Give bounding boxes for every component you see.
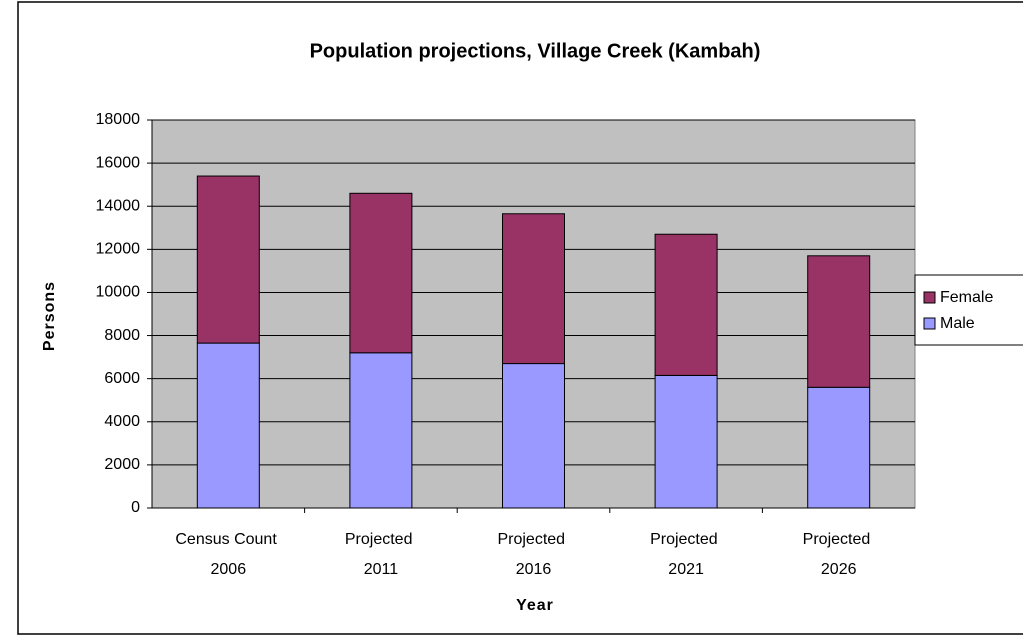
legend-box xyxy=(914,274,1023,346)
bar-segment xyxy=(807,386,871,509)
y-tick-label: 14000 xyxy=(96,197,141,214)
legend-swatch xyxy=(923,317,936,330)
bar-segment xyxy=(807,255,871,388)
bar-segment xyxy=(196,175,260,344)
x-tick-label: Projected 2016 xyxy=(497,531,569,578)
y-tick-label: 16000 xyxy=(96,154,141,171)
y-tick-label: 0 xyxy=(131,499,140,516)
legend-swatch xyxy=(923,291,936,304)
bar-segment xyxy=(502,213,565,365)
y-tick-label: 18000 xyxy=(96,111,141,128)
y-tick-label: 2000 xyxy=(104,456,140,473)
bar-segment xyxy=(196,342,260,509)
y-tick-label: 8000 xyxy=(104,327,140,344)
legend-label: Male xyxy=(940,315,975,332)
x-tick-label: Projected 2011 xyxy=(345,531,417,578)
x-tick-label: Projected 2026 xyxy=(803,531,875,578)
y-tick-label: 4000 xyxy=(104,413,140,430)
bar-segment xyxy=(654,374,718,509)
x-tick-label: Projected 2021 xyxy=(650,531,722,578)
legend-label: Female xyxy=(940,289,993,306)
bar-segment xyxy=(654,233,718,376)
y-tick-label: 12000 xyxy=(96,241,141,258)
bar-segment xyxy=(502,363,565,509)
y-axis-label: Persons xyxy=(41,281,58,351)
x-axis-label: Year xyxy=(516,597,554,614)
x-tick-label: Census Count 2006 xyxy=(175,531,281,578)
y-tick-label: 6000 xyxy=(104,370,140,387)
bar-segment xyxy=(349,192,413,354)
bar-segment xyxy=(349,352,413,509)
chart-title: Population projections, Village Creek (K… xyxy=(310,40,761,62)
y-tick-label: 10000 xyxy=(96,284,141,301)
